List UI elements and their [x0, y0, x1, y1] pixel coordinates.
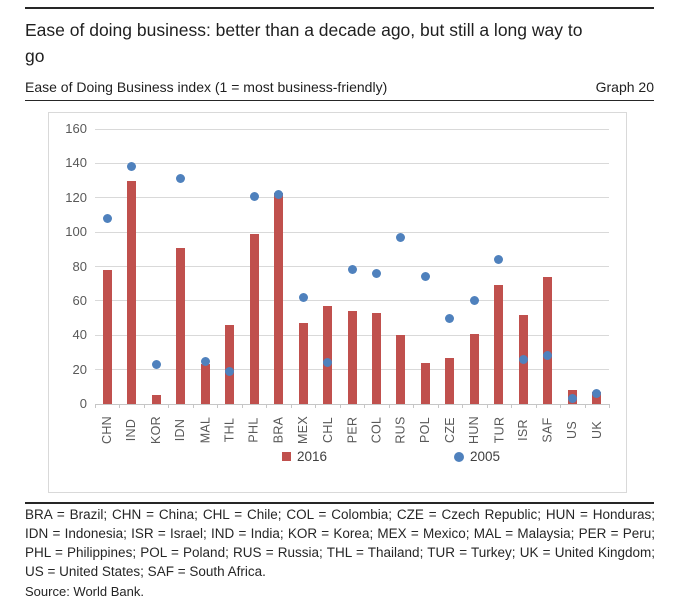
gridline-60: [95, 300, 609, 302]
dot-SAF: [543, 351, 553, 361]
dot-RUS: [396, 232, 406, 242]
bar-SAF: [543, 276, 553, 404]
source-note: Source: World Bank.: [25, 584, 144, 599]
axis-tick: [584, 404, 586, 408]
legend-item-2016: 2016: [282, 449, 327, 464]
top-rule: [25, 7, 654, 9]
bottom-rule: [25, 502, 654, 504]
bar-CHN: [102, 269, 112, 404]
axis-tick: [315, 404, 317, 408]
dot-MEX: [298, 292, 308, 302]
bar-BRA: [274, 192, 284, 404]
axis-tick: [241, 404, 243, 408]
dot-IDN: [176, 174, 186, 184]
axis-tick: [217, 404, 219, 408]
header-divider: [25, 100, 654, 101]
x-tick-label-UK: UK: [575, 407, 619, 453]
bar-COL: [371, 312, 381, 404]
bar-IND: [127, 180, 137, 404]
dot-THL: [225, 366, 235, 376]
axis-tick: [462, 404, 464, 408]
axis-tick: [609, 404, 610, 408]
dot-MAL: [200, 356, 210, 366]
bar-POL: [420, 362, 430, 404]
bar-TUR: [494, 285, 504, 404]
dot-HUN: [469, 296, 479, 306]
axis-tick: [339, 404, 341, 408]
legend-label-2005: 2005: [470, 449, 501, 464]
dot-ISR: [518, 354, 528, 364]
dot-TUR: [494, 255, 504, 265]
dot-US: [567, 394, 577, 404]
subtitle-row: Ease of Doing Business index (1 = most b…: [25, 79, 654, 95]
y-tick-label-20: 20: [72, 361, 87, 377]
x-tick-label-text: UK: [589, 421, 604, 439]
gridline-120: [95, 197, 609, 199]
axis-tick: [413, 404, 415, 408]
bar-THL: [225, 324, 235, 404]
country-codes-footnote: BRA = Brazil; CHN = China; CHL = Chile; …: [25, 507, 655, 579]
bar-legend-marker-icon: [282, 452, 291, 461]
y-tick-label-160: 160: [65, 121, 87, 136]
bar-RUS: [396, 335, 406, 404]
axis-tick: [290, 404, 292, 408]
graph-number-label: Graph 20: [595, 79, 654, 95]
chart-legend: 2016 2005: [49, 449, 626, 467]
axis-tick: [486, 404, 488, 408]
y-tick-label-40: 40: [72, 327, 87, 343]
axis-tick: [388, 404, 390, 408]
bar-PHL: [249, 233, 259, 404]
bar-MEX: [298, 323, 308, 404]
dot-POL: [420, 272, 430, 282]
x-axis-labels: CHN IND KOR IDN MAL THL PHL BRA MEX CHL PER COL RUS P…: [95, 407, 609, 453]
dot-BRA: [274, 189, 284, 199]
bar-IDN: [176, 247, 186, 404]
y-tick-label-120: 120: [65, 189, 87, 205]
axis-tick: [535, 404, 537, 408]
bar-KOR: [151, 395, 161, 404]
plot-area: [95, 128, 610, 408]
gridline-100: [95, 231, 609, 233]
chart-area: 0 20 40 60 80 100 120 140 160 CHN IND KOR IDN MAL THL…: [48, 112, 627, 493]
axis-tick: [511, 404, 513, 408]
gridline-160: [95, 128, 609, 130]
legend-item-2005: 2005: [454, 449, 500, 464]
bar-MAL: [200, 364, 210, 404]
y-tick-label-60: 60: [72, 292, 87, 308]
y-tick-label-140: 140: [65, 155, 87, 171]
gridline-140: [95, 162, 609, 164]
gridline-0: [95, 404, 609, 405]
dot-CHL: [323, 358, 333, 368]
y-axis-labels: 0 20 40 60 80 100 120 140 160: [49, 113, 87, 492]
dot-COL: [371, 268, 381, 278]
axis-tick: [266, 404, 268, 408]
bar-PER: [347, 311, 357, 404]
axis-tick: [437, 404, 439, 408]
axis-tick: [560, 404, 562, 408]
chart-subtitle: Ease of Doing Business index (1 = most b…: [25, 79, 388, 95]
dot-CZE: [445, 313, 455, 323]
y-tick-label-0: 0: [79, 396, 87, 411]
chart-title: Ease of doing business: better than a de…: [25, 20, 583, 66]
bar-HUN: [469, 333, 479, 404]
bar-CHL: [323, 306, 333, 404]
axis-tick: [192, 404, 194, 408]
dot-PER: [347, 265, 357, 275]
axis-tick: [119, 404, 121, 408]
axis-tick: [143, 404, 145, 408]
axis-tick: [364, 404, 366, 408]
y-tick-label-100: 100: [65, 224, 87, 240]
axis-tick: [95, 404, 96, 408]
dot-CHN: [102, 213, 112, 223]
dot-legend-marker-icon: [454, 451, 464, 462]
dot-KOR: [151, 359, 161, 369]
bar-CZE: [445, 357, 455, 404]
dot-IND: [127, 162, 137, 172]
dot-PHL: [249, 191, 259, 201]
y-tick-label-80: 80: [72, 258, 87, 274]
legend-label-2016: 2016: [297, 449, 328, 464]
dot-UK: [592, 389, 602, 399]
axis-tick: [168, 404, 170, 408]
